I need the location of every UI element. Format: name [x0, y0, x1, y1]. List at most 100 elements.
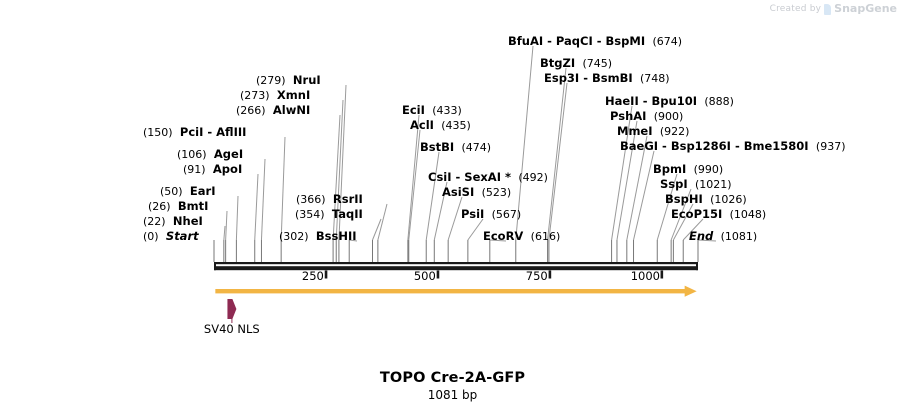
enzyme-position: (1026): [710, 193, 747, 206]
site-leader-line: [235, 195, 239, 262]
enzyme-name-separator: -: [592, 34, 606, 48]
ruler-tick: [660, 270, 664, 279]
enzyme-site-label[interactable]: AsiSI (523): [442, 186, 512, 200]
enzyme-site-label[interactable]: BpmI (990): [653, 163, 724, 177]
enzyme-position: (523): [481, 186, 512, 199]
enzyme-name-separator: -: [730, 139, 744, 153]
enzyme-site-label[interactable]: (302) BssHII: [279, 230, 357, 244]
enzyme-name: PsiI: [461, 207, 485, 221]
enzyme-position: (674): [652, 35, 683, 48]
enzyme-site-label[interactable]: PshAI (900): [610, 109, 683, 124]
enzyme-site-label[interactable]: (266) AlwNI: [236, 103, 311, 118]
site-leader-line: [407, 114, 420, 262]
enzyme-site-label[interactable]: EcoP15I (1048): [671, 208, 767, 222]
enzyme-site-label[interactable]: Esp3I - BsmBI (748): [544, 71, 670, 86]
enzyme-site-label[interactable]: EcoRV (616): [483, 229, 560, 244]
watermark-prefix: Created by: [769, 3, 822, 14]
enzyme-site-label[interactable]: (26) BmtI: [148, 200, 208, 214]
enzyme-site-label[interactable]: MmeI (922): [617, 124, 690, 139]
enzyme-site-label[interactable]: PsiI (567): [461, 207, 522, 222]
enzyme-site-label[interactable]: (91) ApoI: [183, 162, 243, 177]
enzyme-position: (492): [518, 171, 548, 184]
enzyme-site-label[interactable]: EciI (433): [402, 104, 462, 118]
enzyme-name: RsrII: [332, 192, 363, 206]
enzyme-site-label[interactable]: End (1081): [689, 230, 758, 244]
enzyme-position: (1081): [720, 230, 758, 243]
site-leader-line: [377, 203, 388, 262]
site-leader-line: [260, 158, 266, 262]
enzyme-name: PshAI: [610, 109, 647, 123]
enzyme-site-label[interactable]: (0) Start: [143, 230, 199, 244]
enzyme-position: (888): [704, 95, 734, 108]
enzyme-name: BtgZI: [540, 56, 576, 70]
enzyme-position: (302): [279, 230, 309, 243]
enzyme-name: XmnI: [276, 88, 311, 102]
enzyme-site-label[interactable]: BstBI (474): [420, 141, 491, 155]
enzyme-site-label[interactable]: BfuAI - PaqCI - BspMI (674): [508, 34, 683, 49]
enzyme-site-label[interactable]: (22) NheI: [143, 214, 203, 229]
site-leader-line: [425, 151, 440, 262]
enzyme-name: Bsp1286I: [670, 139, 731, 153]
ruler-tick-label: 250: [301, 269, 324, 283]
enzyme-position: (106): [177, 148, 207, 161]
backbone-bottom-line: [214, 266, 698, 271]
enzyme-position: (990): [693, 163, 724, 176]
enzyme-position: (435): [441, 119, 471, 132]
enzyme-position: (433): [432, 104, 462, 117]
enzyme-site-label[interactable]: (50) EarI: [160, 185, 215, 199]
enzyme-name: BaeGI: [620, 139, 659, 153]
feature-sv40-nls: [227, 299, 237, 319]
enzyme-name: Esp3I: [544, 71, 580, 85]
enzyme-site-label[interactable]: (273) XmnI: [240, 88, 311, 103]
enzyme-name: SspI: [660, 177, 688, 191]
feature-label-sv40-nls[interactable]: SV40 NLS: [203, 322, 260, 336]
enzyme-site-label[interactable]: (150) PciI - AflIII: [143, 125, 246, 140]
site-leader-line: [682, 218, 704, 262]
enzyme-position: (922): [659, 125, 690, 138]
enzyme-name: CsiI: [428, 170, 452, 184]
enzyme-site-label[interactable]: BaeGI - Bsp1286I - Bme1580I (937): [620, 139, 846, 154]
enzyme-name: Bpu10I: [651, 94, 697, 108]
enzyme-site-label[interactable]: (366) RsrII: [296, 192, 363, 207]
enzyme-position: (354): [295, 208, 325, 221]
enzyme-site-label[interactable]: BtgZI (745): [540, 56, 613, 71]
ruler-tick-label: 750: [525, 269, 548, 283]
enzyme-name: AlwNI: [272, 103, 311, 117]
ruler-tick: [548, 270, 552, 279]
enzyme-site-label[interactable]: (279) NruI: [256, 74, 321, 88]
enzyme-site-label[interactable]: BspHI (1026): [665, 192, 747, 207]
enzyme-position: (22): [143, 215, 166, 228]
ruler-tick: [324, 270, 328, 279]
enzyme-name: NheI: [172, 214, 203, 228]
site-leader-line: [670, 188, 692, 262]
map-title-block: TOPO Cre-2A-GFP 1081 bp: [0, 370, 905, 402]
site-leader-line: [467, 218, 484, 262]
site-leader-line: [656, 173, 678, 262]
ruler-tick-label: 1000: [630, 269, 660, 283]
site-leader-line: [515, 45, 534, 262]
enzyme-site-label[interactable]: (354) TaqII: [295, 208, 363, 222]
enzyme-name: AclI: [410, 118, 434, 132]
enzyme-position: (266): [236, 104, 266, 117]
enzyme-name: BspHI: [665, 192, 703, 206]
backbone-right-cap: [696, 262, 698, 271]
ruler-tick: [436, 270, 440, 279]
site-leader-line: [335, 99, 344, 262]
enzyme-position: (567): [491, 208, 522, 221]
enzyme-position: (745): [582, 57, 613, 70]
plasmid-name: TOPO Cre-2A-GFP: [379, 370, 526, 386]
enzyme-site-label[interactable]: SspI (1021): [660, 177, 732, 192]
enzyme-site-label[interactable]: CsiI - SexAI * (492): [428, 170, 548, 185]
site-leader-line: [280, 136, 286, 262]
enzyme-site-label[interactable]: AclI (435): [410, 118, 471, 133]
enzyme-name-separator: -: [451, 170, 465, 184]
enzyme-name: EcoRV: [483, 229, 524, 243]
enzyme-site-label[interactable]: HaeII - Bpu10I (888): [605, 94, 734, 109]
enzyme-name: PciI: [179, 125, 204, 139]
enzyme-position: (150): [143, 126, 173, 139]
enzyme-position: (1048): [729, 208, 767, 221]
enzyme-name: BspMI: [605, 34, 646, 48]
enzyme-name: ApoI: [212, 162, 243, 176]
enzyme-site-label[interactable]: (106) AgeI: [177, 148, 243, 162]
enzyme-name: MmeI: [617, 124, 653, 138]
